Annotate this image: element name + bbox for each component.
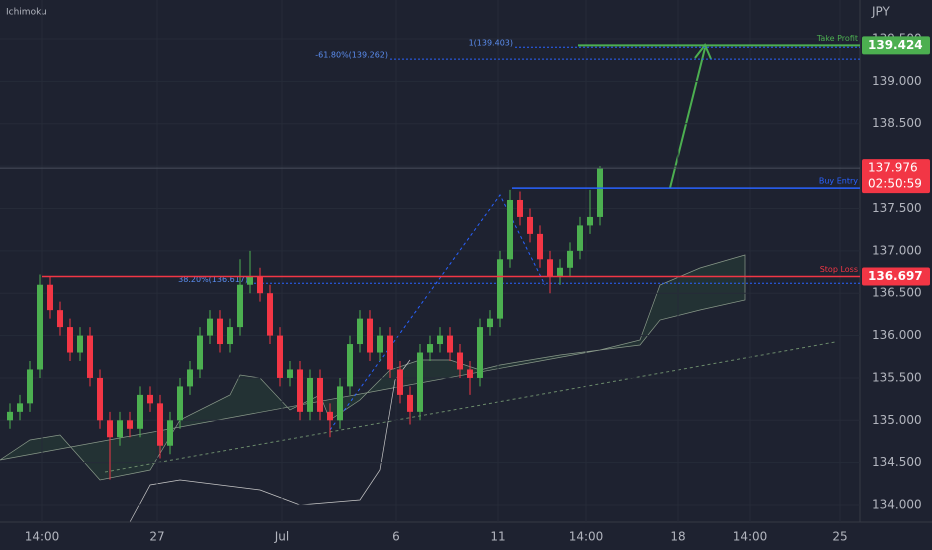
- candle-body: [557, 267, 563, 277]
- candle-body: [597, 168, 603, 217]
- x-tick-label: Jul: [274, 530, 289, 544]
- candle-body: [77, 335, 83, 353]
- currency-label: JPY: [871, 5, 891, 19]
- y-tick-label: 136.000: [872, 328, 922, 342]
- fib-path: [329, 194, 546, 431]
- candle-body: [97, 377, 103, 421]
- y-tick-label: 138.500: [872, 116, 922, 130]
- candle-body: [27, 369, 33, 404]
- candle-body: [397, 369, 403, 395]
- candle-body: [447, 335, 453, 353]
- candle-body: [437, 335, 443, 345]
- candle-body: [257, 276, 263, 294]
- candle-body: [217, 318, 223, 345]
- candle-body: [357, 318, 363, 345]
- candle-body: [587, 216, 593, 226]
- candle-body: [187, 369, 193, 387]
- x-tick-label: 11: [490, 530, 505, 544]
- last-price-label: 137.976: [868, 161, 918, 175]
- indicator-label: Ichimoku: [6, 8, 47, 18]
- last-price-box: [862, 159, 930, 194]
- candle-body: [427, 344, 433, 353]
- level-price: 139.424: [868, 38, 923, 52]
- cloud: [0, 254, 746, 481]
- candle-body: [207, 318, 213, 336]
- candle-body: [227, 327, 233, 345]
- level-price: 136.697: [868, 269, 923, 283]
- candle-body: [387, 335, 393, 370]
- candle-body: [407, 394, 413, 412]
- candle-body: [517, 199, 523, 217]
- candle-body: [277, 335, 283, 378]
- candle-body: [367, 318, 373, 353]
- candle-body: [297, 369, 303, 412]
- x-tick-label: 14:00: [569, 530, 604, 544]
- candle-body: [147, 394, 153, 404]
- candle-body: [267, 293, 273, 336]
- level-price-box: [862, 36, 930, 55]
- candle-body: [327, 411, 333, 421]
- candle-body: [177, 386, 183, 421]
- candle-body: [337, 386, 343, 421]
- candle-body: [197, 335, 203, 370]
- level-name: Take Profit: [816, 34, 858, 43]
- candle-body: [87, 335, 93, 378]
- candle-body: [497, 259, 503, 319]
- candle-body: [347, 344, 353, 387]
- candle-body: [107, 420, 113, 438]
- x-tick-label: 25: [832, 530, 847, 544]
- y-tick-label: 137.500: [872, 201, 922, 215]
- candle-body: [57, 310, 63, 328]
- candle-body: [127, 420, 133, 429]
- candle-body: [537, 233, 543, 260]
- candle-body: [547, 259, 553, 277]
- candle-body: [477, 327, 483, 378]
- candle-body: [307, 377, 313, 412]
- y-tick-label: 134.500: [872, 455, 922, 469]
- candle-body: [507, 199, 513, 260]
- candle-body: [317, 377, 323, 412]
- y-tick-label: 137.000: [872, 243, 922, 257]
- level-price-box: [862, 267, 930, 286]
- candle-body: [467, 369, 473, 378]
- x-tick-label: 14:00: [25, 530, 60, 544]
- candle-body: [47, 284, 53, 311]
- candle-body: [457, 352, 463, 370]
- candle-body: [167, 420, 173, 446]
- y-tick-label: 135.500: [872, 370, 922, 384]
- fib-label: 1(139.403): [469, 39, 513, 48]
- candle-body: [17, 403, 23, 412]
- candle-body: [157, 403, 163, 446]
- y-tick-label: 136.500: [872, 286, 922, 300]
- y-tick-label: 134.000: [872, 498, 922, 512]
- candle-body: [567, 250, 573, 268]
- candle-body: [577, 225, 583, 251]
- x-tick-label: 6: [392, 530, 400, 544]
- x-tick-label: 27: [149, 530, 164, 544]
- level-name: Buy Entry: [819, 177, 858, 186]
- countdown-label: 02:50:59: [868, 177, 922, 191]
- candle-body: [67, 327, 73, 353]
- target-arrow: [669, 47, 706, 189]
- x-tick-label: 18: [670, 530, 685, 544]
- candle-body: [7, 411, 13, 421]
- candle-body: [287, 369, 293, 378]
- candle-body: [247, 276, 253, 285]
- candle-body: [417, 352, 423, 412]
- candle-body: [377, 335, 383, 353]
- candle-body: [527, 216, 533, 234]
- candle-body: [37, 284, 43, 370]
- candle-body: [487, 318, 493, 328]
- candle-body: [137, 394, 143, 429]
- y-tick-label: 139.000: [872, 74, 922, 88]
- fib-label: -61.80%(139.262): [315, 51, 388, 60]
- y-tick-label: 135.000: [872, 413, 922, 427]
- fib-label: 38.20%(136.617): [178, 275, 248, 284]
- x-tick-label: 14:00: [733, 530, 768, 544]
- level-name: Stop Loss: [820, 265, 858, 274]
- candle-body: [117, 420, 123, 438]
- candle-body: [237, 284, 243, 328]
